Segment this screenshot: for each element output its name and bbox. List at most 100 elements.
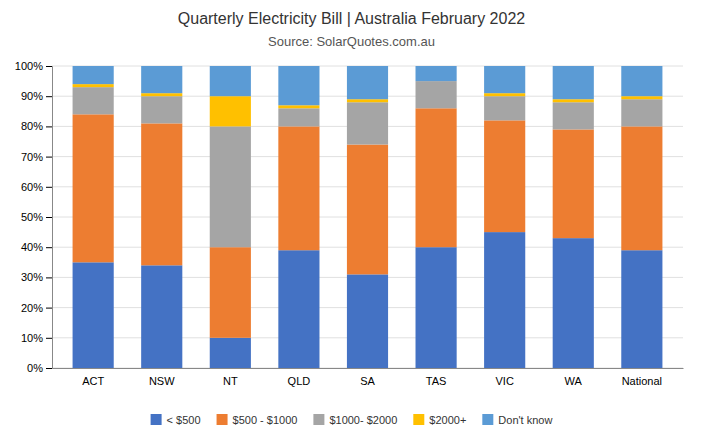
- tick-label: 20%: [21, 302, 43, 314]
- tick: 20%: [21, 302, 52, 314]
- bar: [484, 93, 525, 96]
- bar: [141, 123, 182, 265]
- tick: SA: [360, 375, 375, 387]
- bar: [73, 66, 114, 84]
- bar: [141, 66, 182, 93]
- tick-label: 40%: [21, 241, 43, 253]
- tick-mark: [46, 247, 52, 248]
- bar: [210, 96, 251, 126]
- tick-label: 70%: [21, 151, 43, 163]
- tick-mark: [46, 277, 52, 278]
- bar: [73, 262, 114, 368]
- tick: NSW: [149, 375, 175, 387]
- tick: 40%: [21, 241, 52, 253]
- axis-line: [53, 368, 684, 369]
- bar: [553, 99, 594, 102]
- legend-item: $2000+: [413, 414, 466, 426]
- legend: < $500 $500 - $1000 $1000- $2000 $2000+ Don'…: [151, 414, 553, 426]
- tick-label: WA: [565, 375, 583, 387]
- bar: [141, 93, 182, 96]
- bar: [347, 66, 388, 99]
- tick-mark: [46, 96, 52, 97]
- tick-label: NSW: [149, 375, 175, 387]
- tick-mark: [46, 308, 52, 309]
- tick-mark: [46, 338, 52, 339]
- bar: [73, 114, 114, 262]
- bar: [621, 66, 662, 96]
- x-axis: ACT NSW NT QLD SA TAS VIC WA National: [53, 369, 684, 387]
- y-axis: 0% 10% 20% 30% 40% 50% 60% 70% 80% 90% 100%: [15, 60, 53, 374]
- legend-label: $2000+: [429, 414, 466, 426]
- tick-label: TAS: [426, 375, 447, 387]
- tick-mark: [46, 66, 52, 67]
- tick-label: National: [622, 375, 662, 387]
- legend-item: Don't know: [482, 414, 552, 426]
- legend-swatch: [151, 414, 162, 425]
- legend-item: $500 - $1000: [217, 414, 298, 426]
- legend-swatch: [313, 414, 324, 425]
- bar: [484, 120, 525, 232]
- tick: ACT: [82, 375, 104, 387]
- tick-label: 10%: [21, 332, 43, 344]
- bar: [210, 126, 251, 247]
- tick: 50%: [21, 211, 52, 223]
- tick-label: QLD: [288, 375, 311, 387]
- bar: [141, 265, 182, 368]
- bar: [73, 87, 114, 114]
- tick: TAS: [426, 375, 447, 387]
- grid: [52, 66, 683, 368]
- bar: [347, 99, 388, 102]
- tick-label: ACT: [82, 375, 104, 387]
- legend-item: $1000- $2000: [313, 414, 397, 426]
- bar: [621, 250, 662, 368]
- tick: WA: [565, 375, 583, 387]
- tick-label: 50%: [21, 211, 43, 223]
- tick-label: NT: [223, 375, 238, 387]
- bar: [553, 66, 594, 99]
- bar: [416, 108, 457, 247]
- chart: Quarterly Electricity Bill | Australia F…: [0, 0, 703, 440]
- bar: [347, 274, 388, 368]
- tick-label: 90%: [21, 90, 43, 102]
- subtitle: Source: SolarQuotes.com.au: [268, 34, 435, 49]
- tick-mark: [46, 187, 52, 188]
- bar: [278, 126, 319, 250]
- tick: QLD: [288, 375, 311, 387]
- tick: 100%: [15, 60, 52, 72]
- tick-label: VIC: [496, 375, 514, 387]
- title: Quarterly Electricity Bill | Australia F…: [178, 10, 526, 27]
- bar: [141, 96, 182, 123]
- bar: [210, 66, 251, 96]
- tick: 10%: [21, 332, 52, 344]
- tick-label: 0%: [27, 362, 43, 374]
- bar: [210, 338, 251, 368]
- bar: [484, 96, 525, 120]
- bar: [484, 66, 525, 93]
- tick-mark: [46, 217, 52, 218]
- tick: 70%: [21, 151, 52, 163]
- legend-swatch: [217, 414, 228, 425]
- legend-label: < $500: [167, 414, 201, 426]
- tick: 30%: [21, 271, 52, 283]
- tick-mark: [46, 157, 52, 158]
- tick: 80%: [21, 120, 52, 132]
- bar: [347, 102, 388, 144]
- tick-mark: [46, 368, 52, 369]
- bar: [278, 250, 319, 368]
- bar: [416, 247, 457, 368]
- tick-label: 80%: [21, 120, 43, 132]
- tick-label: SA: [360, 375, 375, 387]
- bar: [621, 99, 662, 126]
- tick-mark: [46, 126, 52, 127]
- tick-label: 30%: [21, 271, 43, 283]
- series: [73, 66, 663, 105]
- bar: [210, 247, 251, 338]
- bar: [416, 66, 457, 81]
- series: [73, 81, 663, 247]
- plot-area: 0% 10% 20% 30% 40% 50% 60% 70% 80% 90% 100% ACT NSW N…: [15, 60, 684, 387]
- legend-swatch: [482, 414, 493, 425]
- bar: [73, 84, 114, 87]
- tick: 60%: [21, 181, 52, 193]
- bar: [278, 108, 319, 126]
- legend-item: < $500: [151, 414, 201, 426]
